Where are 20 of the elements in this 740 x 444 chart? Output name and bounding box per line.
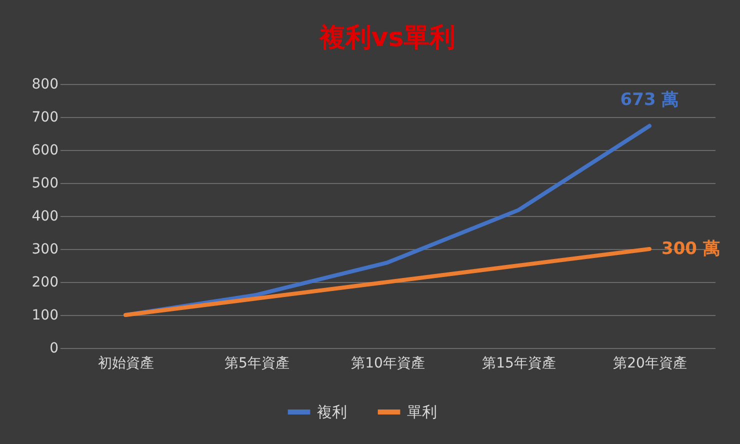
- y-tick-label: 600: [32, 142, 58, 158]
- chart-title: 複利vs單利: [318, 23, 456, 53]
- legend-label: 單利: [407, 403, 437, 421]
- x-tick-label: 初始資產: [98, 356, 154, 372]
- legend-label: 複利: [317, 403, 347, 421]
- x-tick-label: 第20年資產: [613, 356, 687, 372]
- y-tick-label: 200: [32, 274, 58, 290]
- x-tick-label: 第5年資產: [224, 356, 290, 372]
- x-tick-label: 第10年資產: [351, 356, 425, 372]
- y-tick-label: 0: [50, 340, 58, 356]
- y-tick-label: 500: [32, 176, 58, 192]
- y-tick-label: 100: [32, 308, 58, 324]
- x-tick-label: 第15年資產: [482, 356, 556, 372]
- y-tick-label: 300: [32, 242, 58, 258]
- y-tick-label: 700: [32, 110, 58, 126]
- y-tick-label: 800: [32, 76, 58, 92]
- data-label: 673 萬: [620, 90, 679, 110]
- line-series: [124, 247, 652, 317]
- y-tick-label: 400: [32, 208, 58, 224]
- data-label: 300 萬: [662, 239, 720, 259]
